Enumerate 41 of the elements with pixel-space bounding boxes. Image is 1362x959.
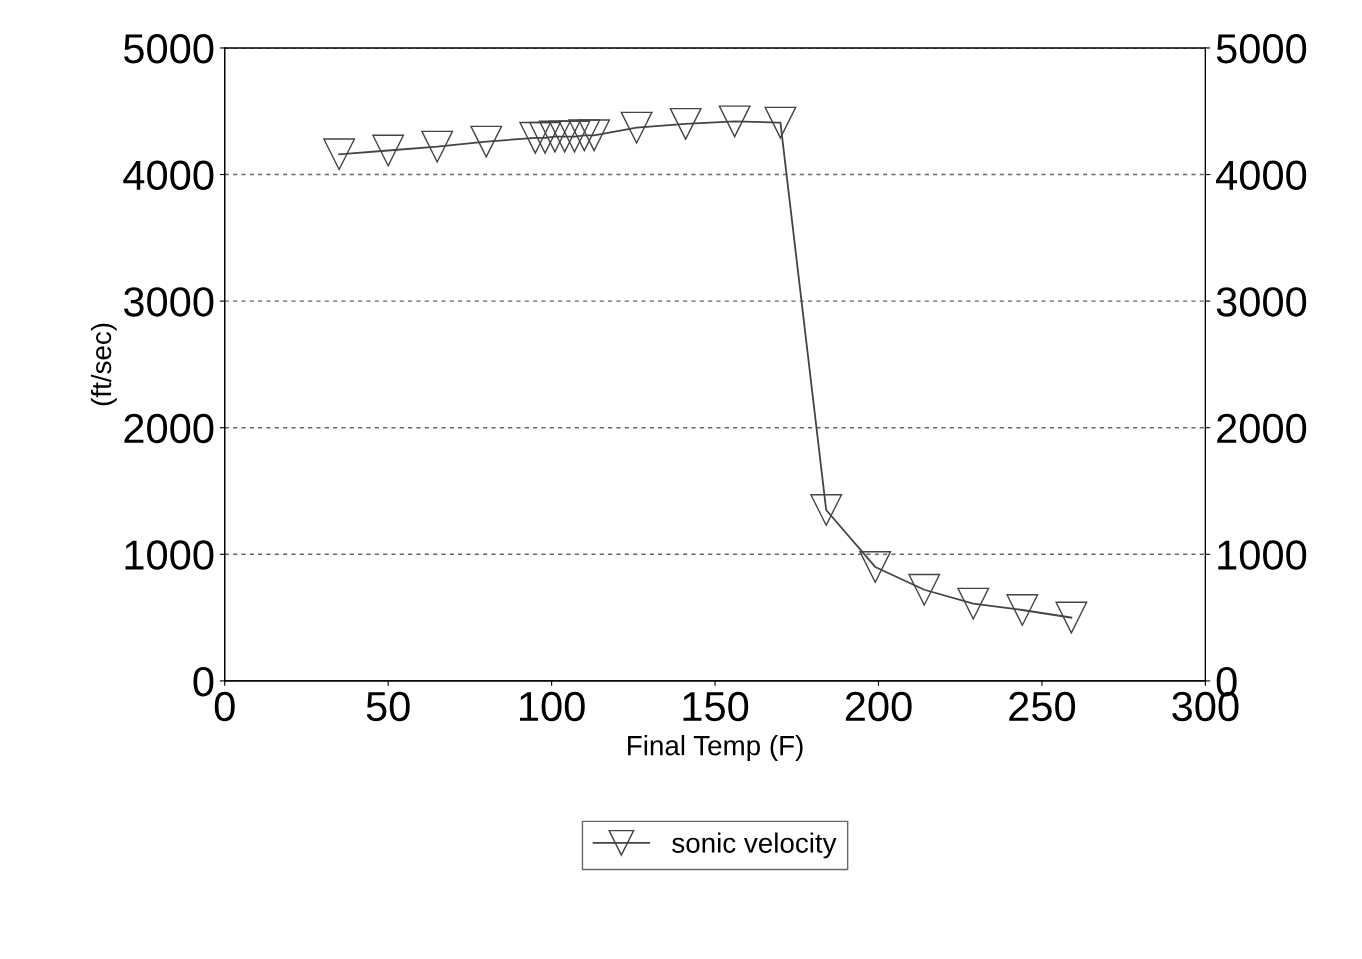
point — [620, 111, 653, 144]
point — [908, 573, 941, 606]
point — [470, 125, 503, 158]
y2-tick-label: 2000 — [1217, 413, 1307, 444]
y-tick-label: 2000 — [124, 413, 214, 444]
point — [1006, 594, 1039, 626]
point — [529, 121, 562, 154]
y2-tick-label: 1000 — [1218, 540, 1307, 570]
x-tick-label: 200 — [845, 691, 912, 722]
y2-tick-label: 5000 — [1216, 33, 1307, 64]
x-tick-label: 250 — [1009, 691, 1076, 722]
point — [669, 107, 702, 140]
point — [568, 119, 601, 152]
point — [323, 138, 356, 171]
y-tick-label: 1000 — [125, 540, 214, 570]
x-axis-title: Final Temp (F) — [628, 735, 803, 761]
legend-label: sonic velocity — [672, 832, 837, 859]
point — [810, 494, 843, 526]
y-tick-label: 5000 — [123, 33, 214, 64]
point — [859, 550, 892, 583]
x-tick-label: 50 — [366, 691, 410, 722]
x-tick-label: 0 — [214, 691, 235, 722]
y-axis-title: (ft/sec) — [90, 323, 117, 406]
point — [372, 134, 405, 167]
point — [538, 120, 571, 153]
y2-tick-label: 4000 — [1216, 160, 1307, 191]
point — [764, 106, 797, 139]
x-tick-label: 100 — [520, 691, 585, 722]
y2-tick-label: 3000 — [1216, 287, 1307, 317]
point — [1055, 601, 1088, 634]
point — [548, 120, 581, 153]
point — [421, 130, 454, 163]
y-tick-label: 3000 — [123, 287, 214, 317]
point — [519, 121, 552, 154]
point — [718, 105, 751, 138]
point — [578, 119, 611, 152]
point — [558, 120, 591, 153]
y-tick-label: 4000 — [123, 160, 214, 191]
y-tick-label: 0 — [193, 666, 214, 697]
point — [957, 587, 990, 620]
x-tick-label: 150 — [683, 691, 749, 722]
